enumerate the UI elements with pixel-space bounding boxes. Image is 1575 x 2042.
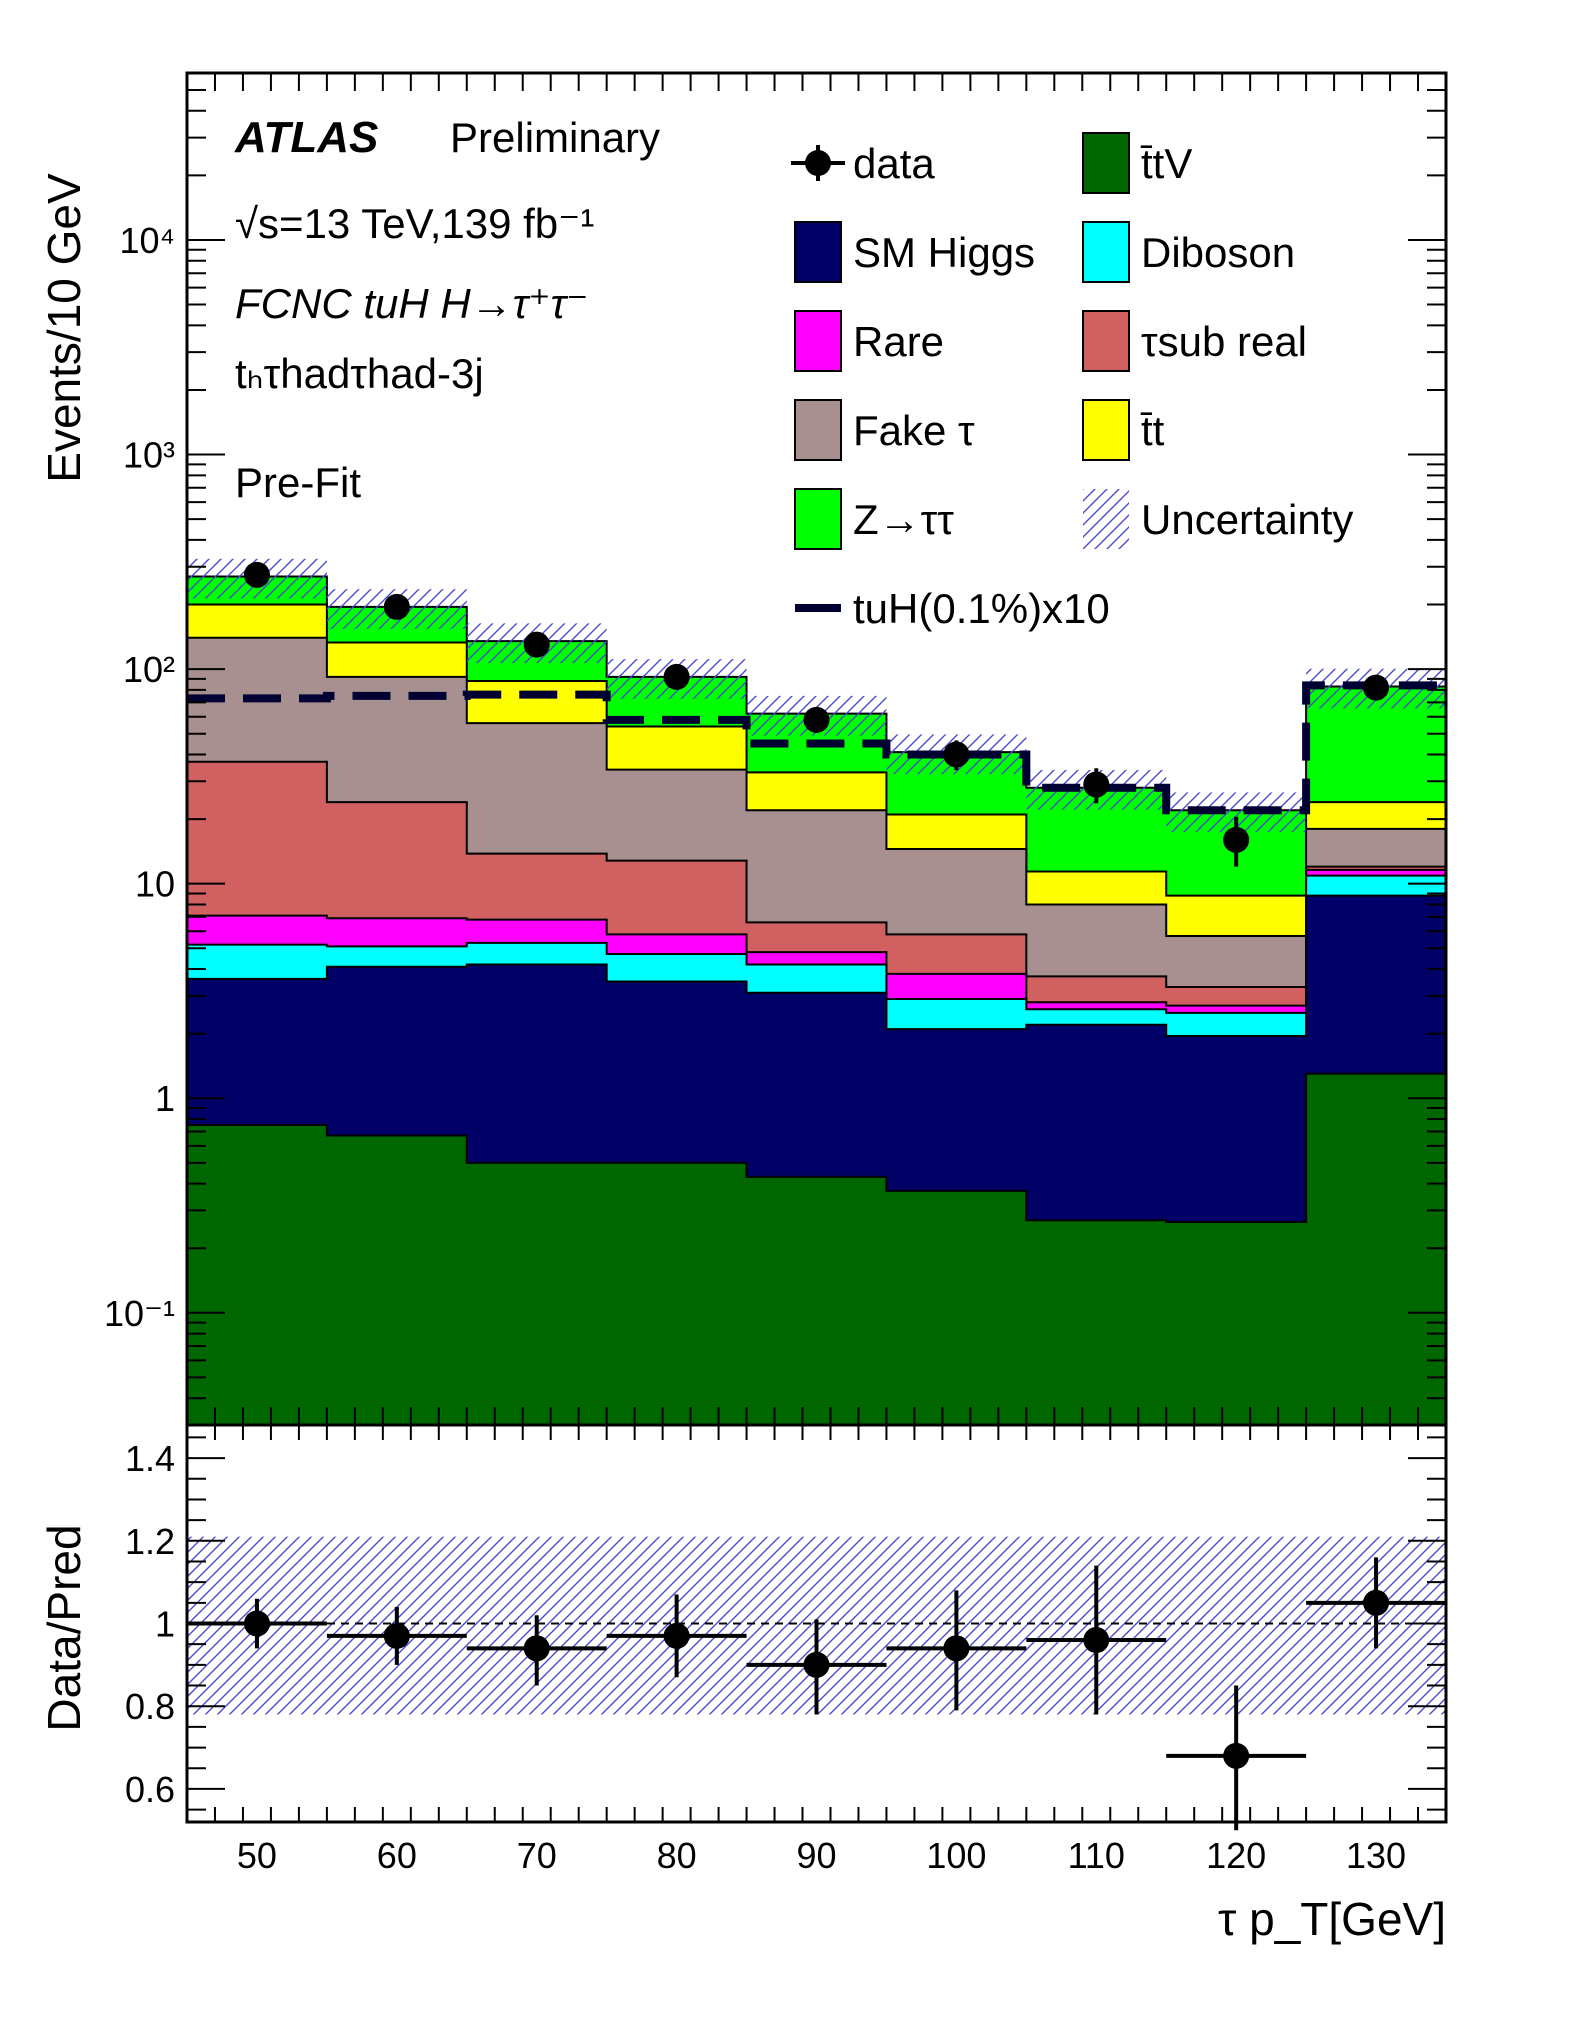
y-tick-label: 10⁻¹ (104, 1293, 175, 1334)
legend-item: τsub real (1082, 310, 1307, 372)
stacked-backgrounds (187, 575, 1446, 1425)
legend-item: SM Higgs (794, 221, 1035, 283)
legend-swatch (1082, 310, 1130, 372)
ratio-y-tick-label: 1.2 (125, 1521, 175, 1562)
x-tick-label: 50 (237, 1835, 277, 1876)
legend-label: t̄t (1140, 407, 1164, 454)
signal-step-line (187, 681, 1446, 815)
channel-label: tₕτhadτhad-3j (235, 350, 484, 397)
process-label: FCNC tuH H→τ⁺τ⁻ (235, 280, 588, 327)
ratio-point (803, 1651, 830, 1678)
ratio-y-tick-label: 0.8 (125, 1686, 175, 1727)
x-tick-label: 70 (517, 1835, 557, 1876)
legend-item: Fake τ (794, 399, 975, 461)
legend-swatch (1082, 221, 1130, 283)
ratio-plot: 0.6 0.8 1 1.2 1.4 50 60 70 80 90 100 110 120 130 (125, 1423, 1448, 1876)
ratio-y-axis-title: Data/Pred (38, 1524, 90, 1731)
legend-label: Rare (853, 318, 944, 365)
x-axis-title: τ p_T[GeV] (1218, 1893, 1446, 1945)
legend-swatch (1082, 132, 1130, 194)
y-tick-label: 10² (123, 649, 175, 690)
energy-lumi-label: √s=13 TeV,139 fb⁻¹ (235, 200, 594, 247)
legend-swatch (794, 399, 842, 461)
legend-item: Diboson (1082, 221, 1295, 283)
legend-label: Diboson (1141, 229, 1295, 276)
data-point (1223, 826, 1250, 853)
x-tick-label: 130 (1346, 1835, 1406, 1876)
legend-swatch (794, 221, 842, 283)
data-point (383, 593, 410, 620)
legend-label: SM Higgs (853, 229, 1035, 276)
ratio-point (1363, 1589, 1390, 1616)
legend-label: Fake τ (853, 407, 975, 454)
stack-ttv (187, 1072, 1446, 1425)
main-axes: 10⁻¹ 1 10 10² 10³ 10⁴ (104, 71, 1448, 1427)
annotations: ATLAS Preliminary √s=13 TeV,139 fb⁻¹ FCN… (234, 113, 660, 506)
x-tick-label: 100 (926, 1835, 986, 1876)
x-tick-label: 60 (377, 1835, 417, 1876)
y-axis-title: Events/10 GeV (38, 173, 90, 483)
signal-line (187, 681, 1446, 815)
main-plot: 10⁻¹ 1 10 10² 10³ 10⁴ (104, 71, 1448, 1427)
ratio-point (663, 1622, 690, 1649)
data-point (1083, 771, 1110, 798)
legend-item: t̄t (1082, 399, 1165, 461)
ratio-points (187, 1557, 1446, 1831)
ratio-point (383, 1622, 410, 1649)
legend-label: data (853, 140, 935, 187)
data-point (1363, 674, 1390, 701)
data-point (243, 561, 270, 588)
legend-label: tuH(0.1%)x10 (853, 585, 1110, 632)
fit-state-label: Pre-Fit (235, 459, 361, 506)
data-point (663, 663, 690, 690)
ratio-point (523, 1635, 550, 1662)
legend-item: t̄tV (1082, 132, 1192, 194)
legend-item: data (791, 140, 935, 187)
ratio-point (243, 1610, 270, 1637)
data-point (803, 706, 830, 733)
ratio-axes: 0.6 0.8 1 1.2 1.4 50 60 70 80 90 100 110 120 130 (125, 1423, 1448, 1876)
x-tick-label: 110 (1068, 1835, 1125, 1876)
legend-swatch (1083, 489, 1129, 549)
legend-swatch (794, 488, 842, 550)
ratio-y-tick-label: 1 (155, 1604, 175, 1645)
legend: data t̄tV SM Higgs Diboson Rare τsub real Fake… (791, 132, 1353, 632)
x-tick-label: 120 (1206, 1835, 1266, 1876)
ratio-point (943, 1635, 970, 1662)
legend-label: t̄tV (1140, 140, 1192, 187)
x-tick-label: 90 (796, 1835, 836, 1876)
legend-item: Z→ττ (794, 488, 954, 550)
x-tick-label: 80 (657, 1835, 697, 1876)
legend-label: Z→ττ (853, 496, 954, 543)
y-tick-label: 10 (135, 864, 175, 905)
data-points (243, 561, 1390, 867)
legend-swatch (794, 310, 842, 372)
legend-item: Rare (794, 310, 944, 372)
legend-swatch (1082, 399, 1130, 461)
y-tick-label: 10³ (123, 435, 175, 476)
ratio-y-tick-label: 1.4 (125, 1438, 175, 1479)
y-tick-label: 10⁴ (119, 220, 175, 261)
atlas-label: ATLAS (234, 113, 378, 162)
status-label: Preliminary (450, 114, 660, 161)
ratio-point (1223, 1742, 1250, 1769)
y-tick-label: 1 (155, 1078, 175, 1119)
legend-marker (805, 150, 831, 176)
ratio-point (1083, 1627, 1110, 1654)
legend-item: Uncertainty (1083, 489, 1353, 549)
legend-label: τsub real (1141, 318, 1307, 365)
data-point (943, 741, 970, 768)
legend-label: Uncertainty (1141, 496, 1353, 543)
legend-item: tuH(0.1%)x10 (795, 585, 1110, 632)
data-point (523, 631, 550, 658)
ratio-y-tick-label: 0.6 (125, 1769, 175, 1810)
